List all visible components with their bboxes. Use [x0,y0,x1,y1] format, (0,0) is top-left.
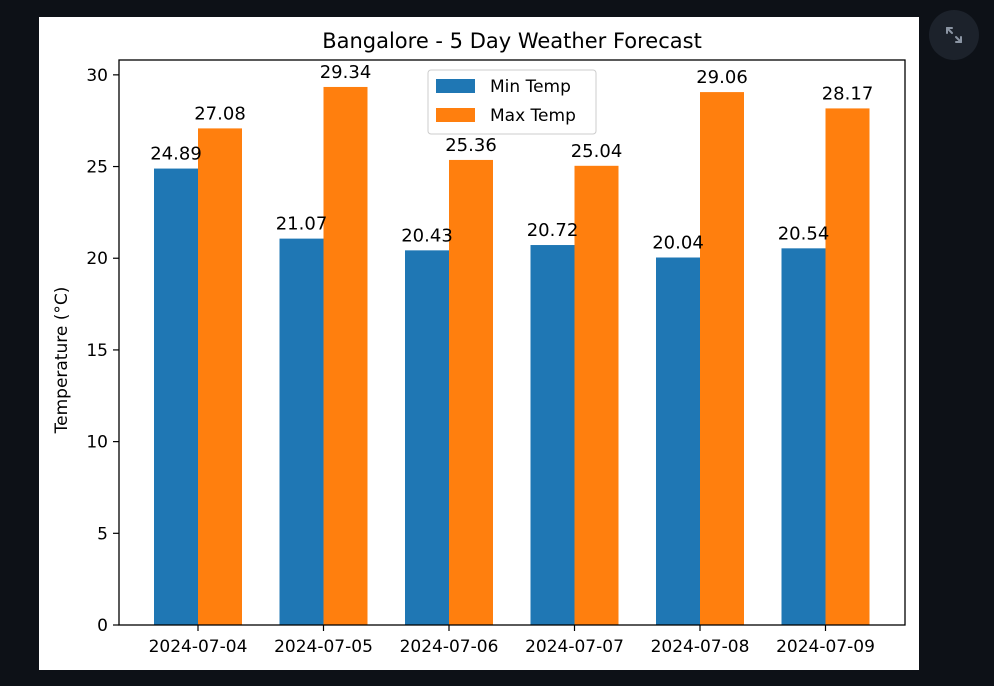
bar-min-temp-2024-07-04 [154,168,198,626]
y-tick-label: 5 [97,524,108,544]
y-tick-label: 30 [86,66,108,86]
chart-title: Bangalore - 5 Day Weather Forecast [322,29,702,53]
x-tick-label: 2024-07-06 [400,637,499,657]
bar-value-label: 20.72 [527,220,579,241]
x-tick-label: 2024-07-07 [525,637,624,657]
x-tick-label: 2024-07-04 [149,637,248,657]
chart-figure: Bangalore - 5 Day Weather Forecast Tempe… [39,17,919,670]
y-tick-label: 20 [86,249,108,269]
bar-chart: Bangalore - 5 Day Weather Forecast Tempe… [52,29,906,657]
bar-value-label: 28.17 [822,83,874,104]
legend-label: Max Temp [490,106,576,126]
y-axis-label: Temperature (°C) [52,287,72,435]
bar-value-label: 27.08 [194,103,246,124]
bar-min-temp-2024-07-06 [405,250,449,626]
bar-max-temp-2024-07-04 [198,128,242,625]
x-tick-label: 2024-07-05 [274,637,373,657]
bar-value-label: 29.06 [696,67,748,88]
legend-label: Min Temp [490,77,571,97]
bar-max-temp-2024-07-09 [825,108,870,626]
bar-min-temp-2024-07-09 [781,248,826,626]
legend: Min Temp Max Temp [427,69,597,135]
bar-value-label: 25.36 [445,135,497,156]
bar-value-label: 20.54 [778,223,830,244]
bar-max-temp-2024-07-06 [449,159,493,625]
bar-value-label: 29.34 [320,62,372,83]
bar-max-temp-2024-07-05 [323,86,368,625]
bar-value-label: 20.04 [652,233,704,254]
bar-min-temp-2024-07-05 [279,238,324,626]
y-tick-label: 25 [86,158,108,178]
bar-value-label: 25.04 [571,141,623,162]
expand-arrows-icon [946,27,962,43]
expand-button[interactable] [929,10,979,60]
x-tick-label: 2024-07-08 [651,637,750,657]
bar-max-temp-2024-07-08 [700,92,744,625]
y-tick-label: 0 [97,616,108,636]
bar-value-label: 21.07 [276,214,328,235]
plot-area-frame [118,59,906,626]
bar-value-label: 24.89 [150,144,202,165]
y-tick-label: 15 [86,341,108,361]
legend-swatch [436,108,475,122]
bar-max-temp-2024-07-07 [574,165,619,625]
y-tick-label: 10 [86,433,108,453]
bar-min-temp-2024-07-07 [530,245,575,625]
bar-min-temp-2024-07-08 [656,257,700,625]
x-tick-label: 2024-07-09 [776,637,875,657]
bar-value-label: 20.43 [401,225,453,246]
legend-swatch [436,79,475,93]
